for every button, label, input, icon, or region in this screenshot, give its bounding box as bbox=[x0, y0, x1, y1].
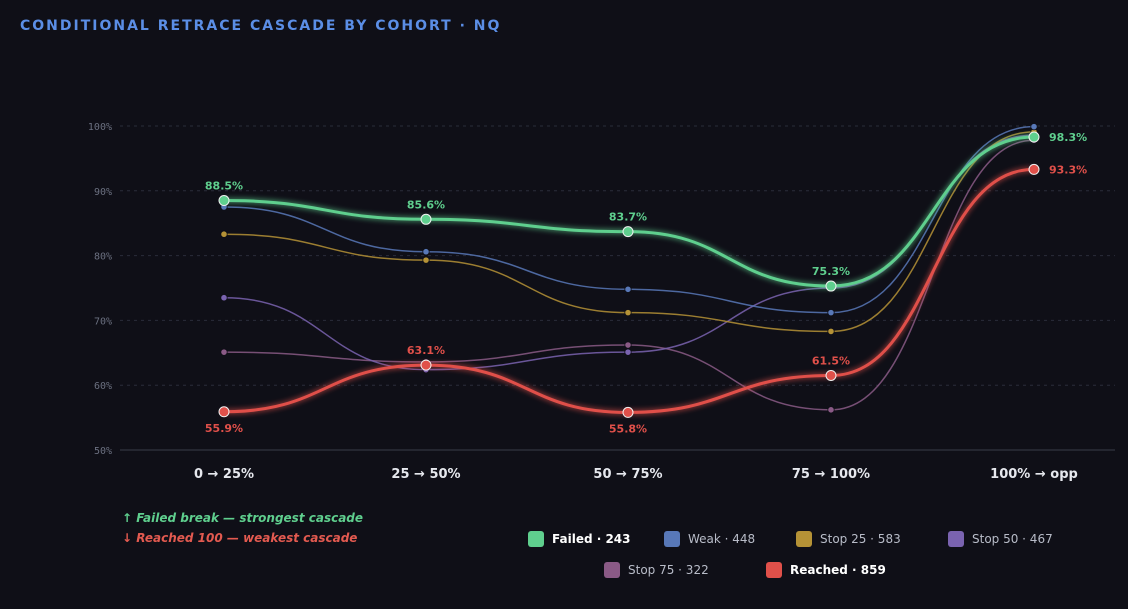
data-point[interactable] bbox=[1028, 131, 1040, 143]
x-tick-label: 75 → 100% bbox=[792, 467, 870, 482]
legend-item-stop75[interactable]: Stop 75 · 322 bbox=[604, 562, 709, 578]
legend-item-weak[interactable]: Weak · 448 bbox=[664, 531, 755, 547]
data-labels: 88.5% 85.6% 83.7% 75.3% 98.3% 55.9% 63.1% 55.8%… bbox=[205, 131, 1087, 435]
legend-swatch bbox=[604, 562, 620, 578]
data-point[interactable] bbox=[827, 327, 835, 336]
y-tick-label: 50% bbox=[94, 446, 112, 457]
data-point[interactable] bbox=[1028, 163, 1040, 175]
legend-item-failed[interactable]: Failed · 243 bbox=[528, 531, 631, 547]
data-label: 63.1% bbox=[407, 344, 445, 357]
legend-label: Reached · 859 bbox=[790, 563, 886, 577]
legend-label: Stop 75 · 322 bbox=[628, 563, 709, 577]
series-group bbox=[218, 123, 1040, 418]
data-label: 83.7% bbox=[609, 211, 647, 224]
data-point[interactable] bbox=[420, 213, 432, 225]
data-point[interactable] bbox=[827, 309, 835, 317]
data-point[interactable] bbox=[624, 341, 632, 349]
series-reached bbox=[218, 163, 1040, 418]
legend-swatch bbox=[664, 531, 680, 547]
legend-label: Failed · 243 bbox=[552, 532, 631, 546]
series-line bbox=[223, 131, 1035, 333]
axes: 50% 60% 70% 80% 90% 100% 0 → 25% 25 → 50% 50 → 7… bbox=[88, 122, 1115, 482]
series-weak bbox=[220, 123, 1038, 317]
data-point[interactable] bbox=[220, 348, 228, 356]
data-point[interactable] bbox=[220, 230, 228, 238]
data-label: 88.5% bbox=[205, 180, 243, 193]
note-strongest: ↑ Failed break — strongest cascade bbox=[122, 511, 364, 525]
legend-label: Stop 25 · 583 bbox=[820, 532, 901, 546]
data-point[interactable] bbox=[622, 406, 634, 418]
x-tick-label: 50 → 75% bbox=[593, 467, 662, 482]
annotation-notes: ↑ Failed break — strongest cascade ↓ Rea… bbox=[122, 508, 363, 548]
data-label: 75.3% bbox=[812, 265, 850, 278]
x-tick-label: 0 → 25% bbox=[194, 467, 254, 482]
grid bbox=[120, 125, 1115, 386]
data-label: 85.6% bbox=[407, 198, 445, 211]
data-point[interactable] bbox=[1030, 123, 1038, 131]
series-line bbox=[223, 139, 1035, 411]
data-point[interactable] bbox=[220, 294, 228, 302]
data-point[interactable] bbox=[218, 195, 230, 207]
data-point[interactable] bbox=[420, 359, 432, 371]
legend-swatch bbox=[766, 562, 782, 578]
data-label: 98.3% bbox=[1049, 131, 1087, 144]
data-point[interactable] bbox=[422, 256, 430, 264]
series-line bbox=[223, 135, 1035, 288]
data-point[interactable] bbox=[624, 348, 632, 356]
data-label: 61.5% bbox=[812, 354, 850, 367]
y-tick-label: 70% bbox=[94, 316, 112, 327]
series-failed bbox=[218, 131, 1040, 292]
data-label: 55.9% bbox=[205, 422, 243, 435]
y-tick-label: 60% bbox=[94, 381, 112, 392]
series-stop25 bbox=[220, 128, 1038, 336]
data-label: 93.3% bbox=[1049, 163, 1087, 176]
legend-swatch bbox=[528, 531, 544, 547]
data-point[interactable] bbox=[218, 406, 230, 418]
note-weakest: ↓ Reached 100 — weakest cascade bbox=[122, 531, 358, 545]
legend-swatch bbox=[796, 531, 812, 547]
legend-item-reached[interactable]: Reached · 859 bbox=[766, 562, 886, 578]
legend-swatch bbox=[948, 531, 964, 547]
data-point[interactable] bbox=[622, 226, 634, 238]
x-tick-label: 100% → opp bbox=[990, 467, 1078, 482]
legend-label: Stop 50 · 467 bbox=[972, 532, 1053, 546]
y-tick-label: 100% bbox=[88, 122, 112, 133]
y-tick-label: 80% bbox=[94, 252, 112, 263]
data-point[interactable] bbox=[825, 369, 837, 381]
legend-item-stop25[interactable]: Stop 25 · 583 bbox=[796, 531, 901, 547]
data-point[interactable] bbox=[624, 285, 632, 293]
legend-item-stop50[interactable]: Stop 50 · 467 bbox=[948, 531, 1053, 547]
series-line bbox=[223, 167, 1035, 414]
data-point[interactable] bbox=[422, 248, 430, 256]
x-tick-label: 25 → 50% bbox=[391, 467, 460, 482]
data-point[interactable] bbox=[827, 406, 835, 414]
data-label: 55.8% bbox=[609, 422, 647, 435]
chart-title: CONDITIONAL RETRACE CASCADE BY COHORT · … bbox=[20, 18, 502, 34]
series-line bbox=[223, 125, 1035, 314]
y-tick-label: 90% bbox=[94, 187, 112, 198]
data-point[interactable] bbox=[825, 280, 837, 292]
data-point[interactable] bbox=[624, 309, 632, 317]
series-stop75 bbox=[220, 136, 1038, 414]
legend-label: Weak · 448 bbox=[688, 532, 756, 546]
